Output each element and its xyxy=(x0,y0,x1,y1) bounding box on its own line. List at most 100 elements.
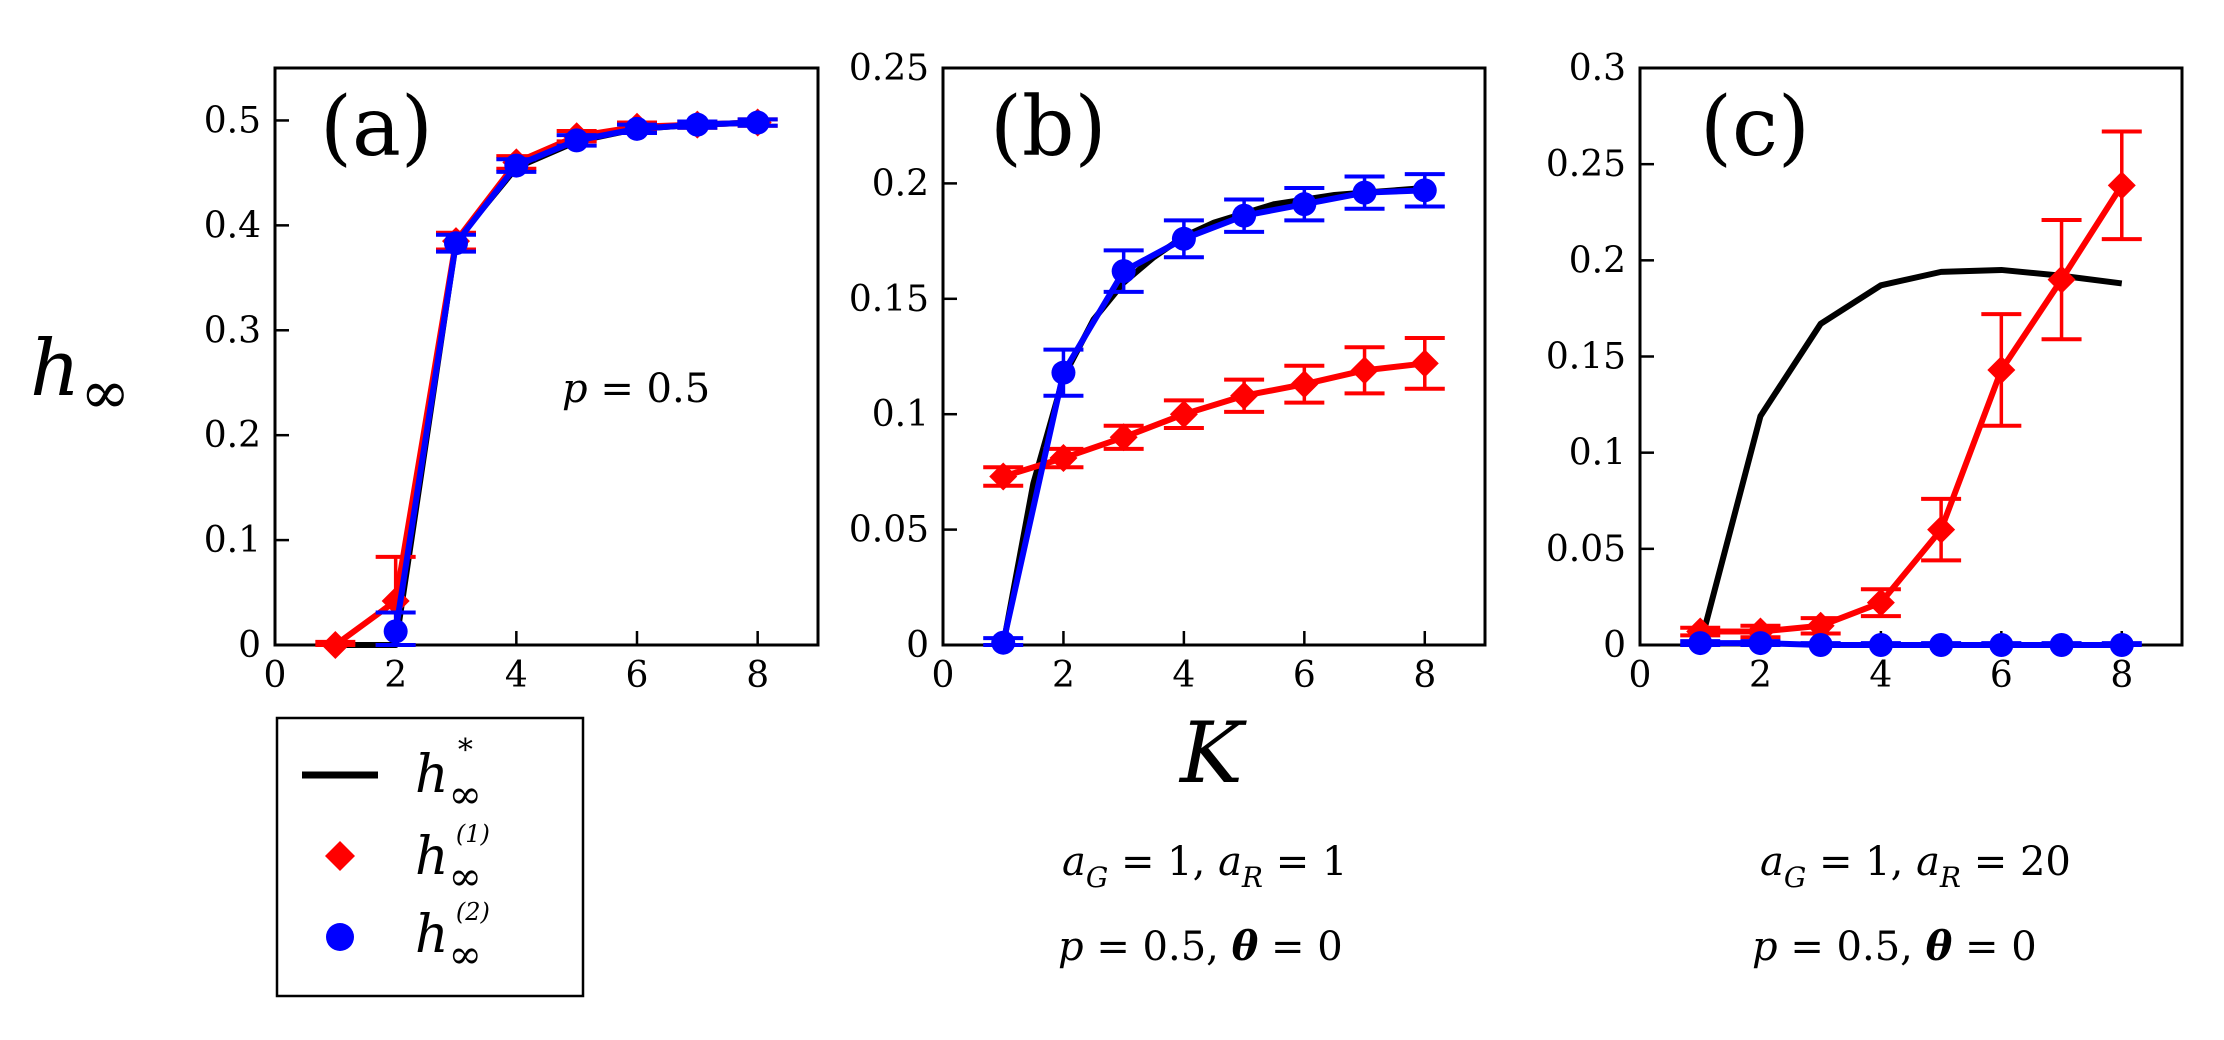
panel-b-label: (b) xyxy=(990,80,1106,175)
panel-a-y-tick-label: 0.4 xyxy=(204,205,261,246)
panel-c-y-tick-label: 0.3 xyxy=(1569,48,1626,89)
panel-c-x-tick-label: 2 xyxy=(1749,655,1772,696)
panel-c-params-line1: aG = 1, aR = 20 xyxy=(1760,839,2071,894)
panel-b-params-line1: aG = 1, aR = 1 xyxy=(1062,839,1347,894)
panel-c-y-tick-label: 0.25 xyxy=(1546,144,1626,185)
panel-c-series-sim2-marker xyxy=(1748,631,1773,656)
panel-a-series-sim2-marker xyxy=(504,153,529,178)
panel-a-series-sim2-marker xyxy=(564,128,589,153)
panel-b-series-sim1-marker xyxy=(1169,400,1198,429)
panel-a-frame xyxy=(273,66,820,647)
legend-marker-sim1 xyxy=(325,841,355,871)
panel-b-x-tick-label: 6 xyxy=(1293,655,1316,696)
panel-b-series-theory-line xyxy=(1000,185,1426,646)
panel-b-series-sim2-marker xyxy=(1051,360,1076,385)
panel-c-x-tick-label: 0 xyxy=(1629,655,1652,696)
panel-b-y-tick-label: 0 xyxy=(906,625,929,666)
panel-c-series-sim2-marker xyxy=(1989,633,2014,657)
panel-b-series-sim2-marker xyxy=(991,630,1016,655)
panel-c-y-tick-label: 0.15 xyxy=(1546,337,1626,378)
panel-a: (a) p = 0.5 0 2 4 6 8 0 0.1 0.2 0.3 0.4 0.5 xyxy=(204,66,820,696)
panel-b-series-theory xyxy=(1000,185,1426,646)
panel-c: (c) 0 2 4 6 8 0 0.05 0.1 0.15 0.2 0.25 0.3 xyxy=(1546,48,2184,696)
panel-b-x-tick-label: 4 xyxy=(1172,655,1195,696)
panel-c-series-sim1-marker xyxy=(1927,515,1956,544)
panel-c-series-sim1-marker xyxy=(1806,611,1835,640)
panel-c-y-tick-label: 0.05 xyxy=(1546,529,1626,570)
legend-marker-sim2 xyxy=(326,923,354,951)
panel-a-x-tick-label: 6 xyxy=(626,655,649,696)
panel-c-params-line2: p = 0.5, θ = 0 xyxy=(1752,923,2037,970)
panel-b-x-tick-label: 2 xyxy=(1052,655,1075,696)
panel-c-x-tick-label: 8 xyxy=(2110,655,2133,696)
panel-a-series-sim1-marker xyxy=(321,631,350,659)
panel-c-series-sim2-marker xyxy=(1808,633,1833,657)
panel-b-series-sim2-marker xyxy=(1352,180,1377,205)
panel-c-label: (c) xyxy=(1700,80,1810,175)
panel-a-series-sim2-marker xyxy=(383,619,408,644)
panel-c-series-theory-line xyxy=(1697,266,2123,646)
panel-b-params-line2: p = 0.5, θ = 0 xyxy=(1058,923,1343,970)
panel-a-x-tick-label: 2 xyxy=(384,655,407,696)
legend-label-sim2: h∞(2) xyxy=(415,898,490,978)
panel-b-series-sim1-marker xyxy=(1410,349,1439,378)
panel-b-series-sim1-marker xyxy=(1049,444,1078,473)
panel-a-x-tick-label: 4 xyxy=(505,655,528,696)
panel-b-series-sim2-line xyxy=(1000,187,1425,644)
panel-c-series-sim2-marker xyxy=(2049,633,2074,657)
panel-a-y-tick-label: 0 xyxy=(238,625,261,666)
panel-a-y-tick-label: 0.1 xyxy=(204,520,261,561)
panel-c-series-sim1-marker xyxy=(1987,355,2016,384)
legend: h∞* h∞(1) h∞(2) xyxy=(275,716,585,998)
panel-c-series-sim2-marker xyxy=(1868,633,1893,657)
panel-c-x-tick-label: 4 xyxy=(1869,655,1892,696)
panel-b: (b) 0 2 4 6 8 0 0.05 0.1 0.15 0.2 0.25 xyxy=(849,48,1487,696)
panel-a-x-tick-label: 8 xyxy=(746,655,769,696)
panel-b-series-sim1-marker xyxy=(1290,370,1319,399)
panel-a-series-sim2-marker xyxy=(685,112,710,137)
panel-c-y-tick-label: 0.2 xyxy=(1569,240,1626,281)
panel-a-series-sim2-marker xyxy=(625,116,649,141)
panel-b-y-tick-label: 0.2 xyxy=(872,163,929,204)
panel-a-y-tick-label: 0.5 xyxy=(204,100,261,141)
y-axis-label: h∞ xyxy=(30,324,130,428)
panel-c-series-sim1-marker xyxy=(1866,588,1895,617)
panel-c-series-sim1-marker xyxy=(2047,265,2076,294)
panel-c-series-sim1 xyxy=(1680,129,2142,646)
panel-b-series-sim1-marker xyxy=(1350,356,1379,385)
panel-c-series-sim2 xyxy=(1680,631,2142,657)
panel-b-series-sim2 xyxy=(983,172,1445,655)
panel-b-x-tick-label: 8 xyxy=(1413,655,1436,696)
panel-b-series-sim1-marker xyxy=(1109,423,1138,452)
legend-label-theory: h∞* xyxy=(415,733,482,818)
x-axis-label: K xyxy=(1178,704,1247,802)
panel-a-annotation: p = 0.5 xyxy=(562,366,710,412)
panel-b-y-tick-label: 0.05 xyxy=(849,510,929,551)
panel-b-series-sim2-marker xyxy=(1292,192,1317,217)
panel-a-series-sim2-marker xyxy=(745,110,770,135)
panel-a-x-tick-label: 0 xyxy=(264,655,287,696)
panel-c-series-sim2-marker xyxy=(1929,633,1954,657)
panel-c-y-tick-label: 0 xyxy=(1603,625,1626,666)
panel-b-y-tick-label: 0.15 xyxy=(849,279,929,320)
panel-c-y-tick-label: 0.1 xyxy=(1569,433,1626,474)
panel-a-y-tick-label: 0.3 xyxy=(204,310,261,351)
panel-b-series-sim1 xyxy=(983,336,1445,491)
panel-a-label: (a) xyxy=(320,80,433,175)
panel-b-series-sim2-marker xyxy=(1412,178,1437,203)
panel-c-series-sim2-marker xyxy=(2109,633,2134,657)
panel-b-series-sim2-marker xyxy=(1232,203,1257,228)
panel-a-series-sim2 xyxy=(375,110,778,647)
panel-b-series-sim1-marker xyxy=(989,462,1018,491)
panel-a-y-tick-label: 0.2 xyxy=(204,415,261,456)
panel-b-y-tick-label: 0.25 xyxy=(849,48,929,89)
panel-c-series-sim1-marker xyxy=(2107,171,2136,200)
panel-b-series-sim1-marker xyxy=(1230,381,1259,410)
panel-c-series-theory xyxy=(1697,266,2123,646)
panel-b-y-tick-label: 0.1 xyxy=(872,394,929,435)
panel-b-frame xyxy=(941,66,1487,647)
panel-c-series-sim2-marker xyxy=(1688,631,1713,656)
panel-b-x-tick-label: 0 xyxy=(932,655,955,696)
panel-a-series-sim2-marker xyxy=(444,231,468,256)
legend-label-sim1: h∞(1) xyxy=(415,820,490,900)
